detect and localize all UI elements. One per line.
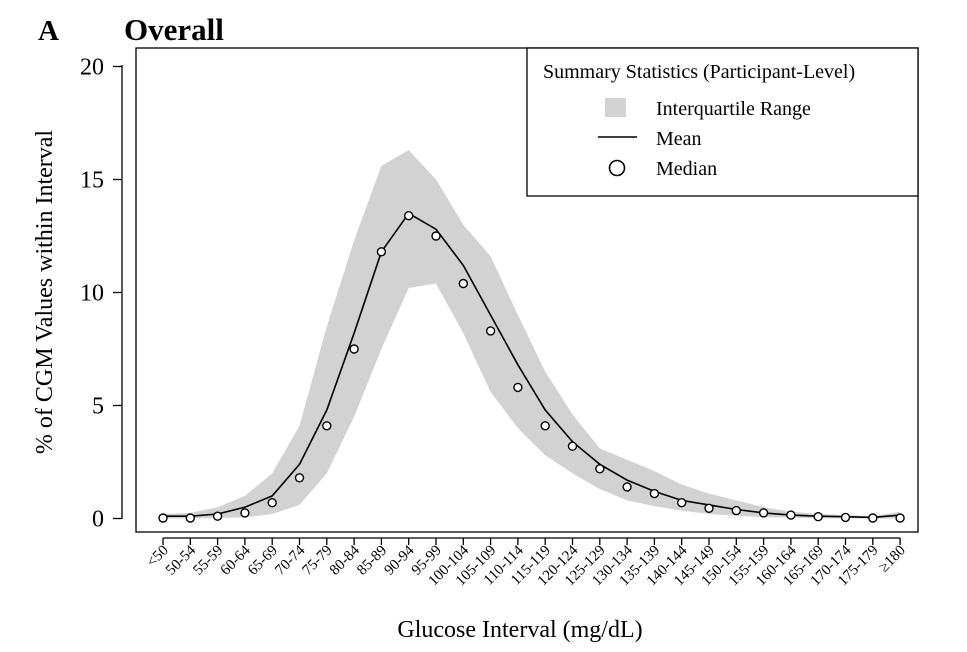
median-point [840, 512, 851, 523]
median-point [567, 441, 578, 451]
median-point [240, 508, 250, 518]
median-point [485, 326, 496, 336]
median-point [758, 508, 769, 518]
y-ticks: 0 5 10 15 20 [80, 55, 122, 533]
x-tick-label: 75-79 [300, 543, 336, 579]
x-tick-label: 70-74 [272, 542, 308, 578]
median-point [704, 503, 714, 513]
mean-line [163, 212, 901, 519]
legend-mean-label: Mean [656, 128, 702, 150]
legend-iqr-swatch [605, 98, 626, 117]
median-point [404, 210, 414, 221]
median-point [158, 513, 168, 523]
x-tick-label: 80-84 [327, 542, 363, 578]
median-point [786, 510, 796, 520]
median-point [895, 513, 905, 523]
x-tick-label: 60-64 [218, 542, 254, 578]
panel-letter: A [38, 15, 59, 47]
median-point [349, 344, 359, 354]
median-point [868, 513, 878, 523]
median-point [595, 464, 605, 474]
legend-iqr-label: Interquartile Range [656, 98, 811, 120]
y-tick-label: 15 [80, 168, 104, 194]
y-tick-label: 20 [80, 55, 104, 81]
x-ticks: <5050-5455-5960-6465-6970-7475-7980-8485… [144, 538, 909, 589]
median-points [158, 210, 905, 523]
median-point [513, 382, 523, 393]
plot-area [135, 47, 919, 533]
median-point [540, 421, 550, 431]
legend-box [526, 47, 919, 197]
x-axis-label: Glucose Interval (mg/dL) [397, 617, 642, 643]
median-point [431, 231, 441, 241]
y-axis: 0 5 10 15 20 [80, 55, 123, 533]
legend-median-swatch [608, 159, 626, 177]
x-tick-label: 50-54 [163, 542, 199, 578]
chart-title: Overall [124, 12, 224, 47]
median-point [294, 473, 305, 483]
legend-median-label: Median [656, 158, 717, 180]
median-point [813, 512, 823, 522]
median-point [376, 247, 387, 257]
x-tick-label: 55-59 [190, 543, 226, 579]
legend-title: Summary Statistics (Participant-Level) [543, 61, 855, 83]
median-point [731, 505, 741, 516]
x-tick-label: 90-94 [381, 542, 417, 578]
median-point [649, 488, 660, 499]
y-axis-label: % of CGM Values within Interval [32, 130, 58, 455]
median-point [622, 482, 632, 492]
median-point [322, 421, 332, 431]
x-axis: <5050-5455-5960-6465-6970-7475-7980-8485… [144, 537, 909, 589]
x-tick-label: 65-69 [245, 543, 281, 579]
median-point [458, 278, 468, 289]
median-point [267, 498, 277, 508]
y-tick-label: 10 [80, 281, 104, 307]
legend: Summary Statistics (Participant-Level) I… [526, 47, 919, 197]
y-tick-label: 0 [92, 507, 104, 533]
x-tick-label: ≥180 [876, 543, 909, 576]
median-point [677, 498, 687, 508]
x-tick-label: 85-89 [354, 543, 390, 579]
iqr-band [163, 150, 901, 519]
median-point [212, 511, 223, 521]
y-tick-label: 5 [92, 394, 104, 420]
median-point [185, 513, 196, 523]
